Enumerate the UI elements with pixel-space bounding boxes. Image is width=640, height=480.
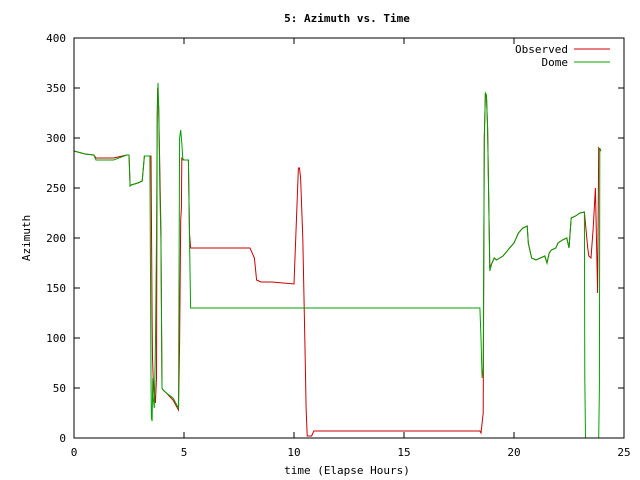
y-tick-label: 300 [46, 132, 66, 145]
y-axis-label: Azimuth [20, 215, 33, 261]
chart-title: 5: Azimuth vs. Time [284, 12, 410, 25]
y-tick-label: 350 [46, 82, 66, 95]
x-axis-label: time (Elapse Hours) [284, 464, 410, 477]
x-tick-label: 15 [397, 446, 410, 459]
x-tick-label: 10 [287, 446, 300, 459]
y-tick-label: 100 [46, 332, 66, 345]
y-tick-label: 50 [53, 382, 66, 395]
x-tick-label: 0 [71, 446, 78, 459]
y-tick-label: 200 [46, 232, 66, 245]
series-line-dome [73, 82, 602, 439]
legend-label-dome: Dome [542, 56, 569, 69]
x-tick-label: 25 [617, 446, 630, 459]
y-tick-label: 0 [59, 432, 66, 445]
y-tick-label: 250 [46, 182, 66, 195]
y-tick-label: 150 [46, 282, 66, 295]
x-tick-label: 20 [507, 446, 520, 459]
series-layer [73, 82, 602, 439]
legend-label-observed: Observed [515, 43, 568, 56]
y-tick-label: 400 [46, 32, 66, 45]
x-tick-label: 5 [181, 446, 188, 459]
plot-frame [73, 37, 625, 439]
